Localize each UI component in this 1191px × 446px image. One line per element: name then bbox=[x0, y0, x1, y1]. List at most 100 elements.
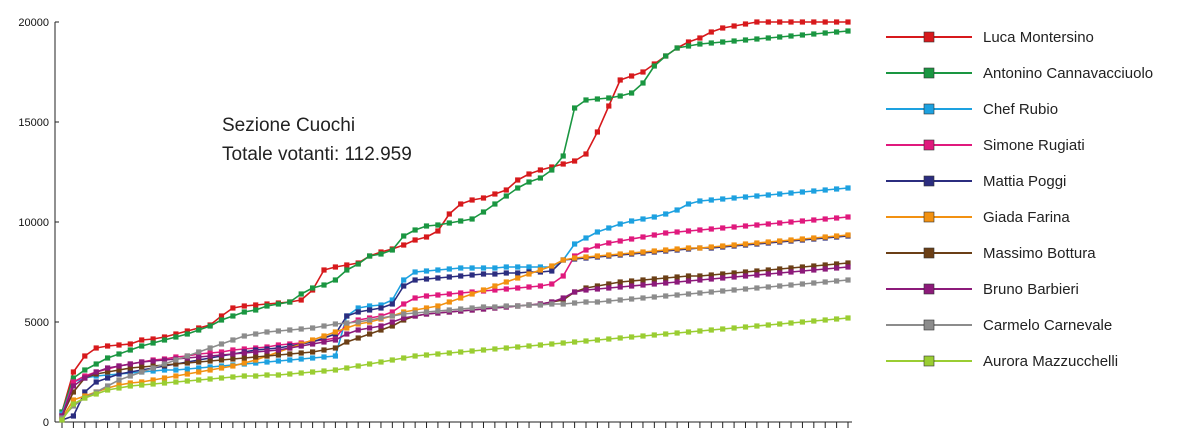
data-point bbox=[708, 29, 714, 35]
data-point bbox=[332, 367, 338, 373]
data-point bbox=[207, 350, 213, 356]
data-point bbox=[685, 39, 692, 45]
data-point bbox=[663, 230, 669, 236]
data-point bbox=[70, 383, 76, 389]
data-point bbox=[549, 281, 555, 287]
data-point bbox=[207, 364, 213, 370]
data-point bbox=[480, 304, 487, 310]
data-point bbox=[207, 353, 213, 359]
data-point bbox=[742, 286, 749, 292]
data-point bbox=[435, 275, 441, 281]
data-point bbox=[822, 279, 828, 285]
data-point bbox=[663, 331, 669, 337]
data-point bbox=[537, 283, 543, 289]
data-point bbox=[572, 105, 578, 111]
data-point bbox=[412, 295, 418, 301]
data-point bbox=[116, 382, 122, 388]
data-point bbox=[59, 417, 65, 423]
data-point bbox=[469, 265, 475, 271]
data-point bbox=[105, 375, 111, 381]
data-point bbox=[834, 215, 840, 221]
data-point bbox=[651, 332, 657, 338]
data-point bbox=[207, 367, 213, 373]
data-point bbox=[70, 375, 76, 381]
data-point bbox=[617, 335, 623, 341]
data-point bbox=[549, 263, 555, 269]
data-point bbox=[412, 313, 418, 319]
data-point bbox=[708, 272, 714, 278]
data-point bbox=[173, 361, 179, 367]
data-point bbox=[275, 358, 281, 364]
data-point bbox=[218, 313, 225, 319]
data-point bbox=[583, 287, 589, 293]
data-point bbox=[127, 361, 133, 367]
data-point bbox=[355, 363, 361, 369]
data-point bbox=[332, 264, 338, 270]
data-point bbox=[742, 37, 749, 43]
data-point bbox=[629, 250, 635, 256]
data-point bbox=[378, 302, 384, 308]
legend-item: Luca Montersino bbox=[886, 29, 1094, 46]
data-point bbox=[834, 29, 840, 35]
legend-marker bbox=[923, 355, 935, 367]
data-point bbox=[742, 194, 749, 200]
data-point bbox=[378, 251, 384, 257]
data-point bbox=[469, 305, 475, 311]
data-point bbox=[754, 323, 760, 329]
data-point bbox=[446, 350, 452, 356]
data-point bbox=[640, 80, 646, 86]
series-line bbox=[61, 266, 849, 417]
data-point bbox=[344, 313, 350, 319]
data-point bbox=[549, 301, 555, 307]
legend-marker bbox=[923, 319, 935, 331]
data-point bbox=[412, 277, 418, 283]
data-point bbox=[412, 353, 418, 359]
data-point bbox=[389, 319, 395, 325]
data-point bbox=[720, 326, 726, 332]
data-point bbox=[139, 379, 145, 385]
data-point bbox=[458, 349, 464, 355]
data-point bbox=[697, 273, 703, 279]
data-point bbox=[515, 303, 521, 309]
data-point bbox=[412, 227, 418, 233]
data-point bbox=[731, 224, 737, 230]
data-point bbox=[355, 309, 361, 315]
data-point bbox=[515, 185, 521, 191]
data-point bbox=[423, 268, 430, 274]
data-point bbox=[640, 282, 646, 288]
data-point bbox=[423, 223, 430, 229]
data-point bbox=[560, 273, 566, 279]
annotation-total-voters: Totale votanti: 112.959 bbox=[222, 144, 412, 165]
data-point bbox=[321, 323, 327, 329]
data-point bbox=[127, 383, 133, 389]
data-point bbox=[526, 284, 532, 290]
data-point bbox=[184, 371, 190, 377]
data-point bbox=[765, 221, 771, 227]
data-point bbox=[321, 333, 327, 339]
data-point bbox=[298, 326, 304, 332]
data-point bbox=[321, 354, 327, 360]
data-point bbox=[788, 320, 794, 326]
data-point bbox=[253, 373, 259, 379]
data-point bbox=[606, 336, 612, 342]
legend-label: Bruno Barbieri bbox=[983, 281, 1079, 298]
data-point bbox=[663, 293, 669, 299]
data-point bbox=[754, 19, 760, 25]
data-point bbox=[355, 261, 361, 267]
data-point bbox=[617, 279, 623, 285]
legend-item: Massimo Bottura bbox=[886, 245, 1096, 262]
legend-label: Luca Montersino bbox=[983, 29, 1094, 46]
data-point bbox=[560, 161, 566, 167]
data-point bbox=[196, 349, 202, 355]
data-point bbox=[139, 369, 145, 375]
data-point bbox=[378, 327, 384, 333]
data-point bbox=[674, 229, 680, 235]
data-point bbox=[446, 211, 452, 217]
data-point bbox=[184, 353, 190, 359]
data-point bbox=[765, 19, 771, 25]
data-point bbox=[423, 305, 430, 311]
data-point bbox=[458, 295, 464, 301]
data-point bbox=[834, 19, 840, 25]
data-point bbox=[754, 285, 760, 291]
data-point bbox=[583, 151, 589, 157]
